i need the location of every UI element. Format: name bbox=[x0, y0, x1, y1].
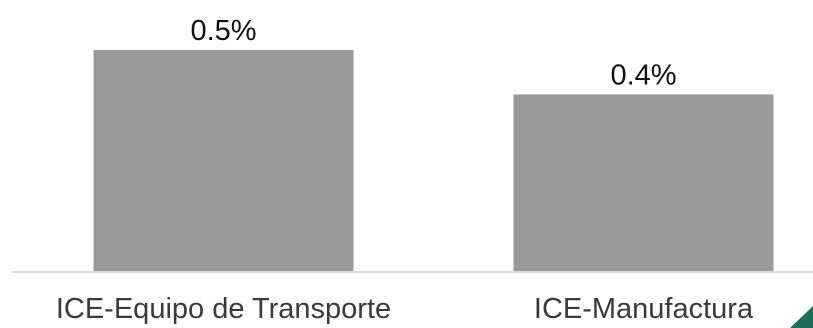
data-label-0: 0.5% bbox=[190, 15, 256, 47]
corner-accent-decoration bbox=[790, 306, 813, 328]
data-label-1: 0.4% bbox=[610, 59, 676, 91]
category-label-1: ICE-Manufactura bbox=[534, 293, 754, 325]
bar-0 bbox=[93, 50, 354, 272]
category-label-0: ICE-Equipo de Transporte bbox=[56, 293, 391, 325]
bars-layer bbox=[93, 50, 774, 273]
labels-layer: 0.5% ICE-Equipo de Transporte 0.4% ICE-Manu… bbox=[56, 15, 754, 325]
bar-1 bbox=[513, 94, 774, 273]
